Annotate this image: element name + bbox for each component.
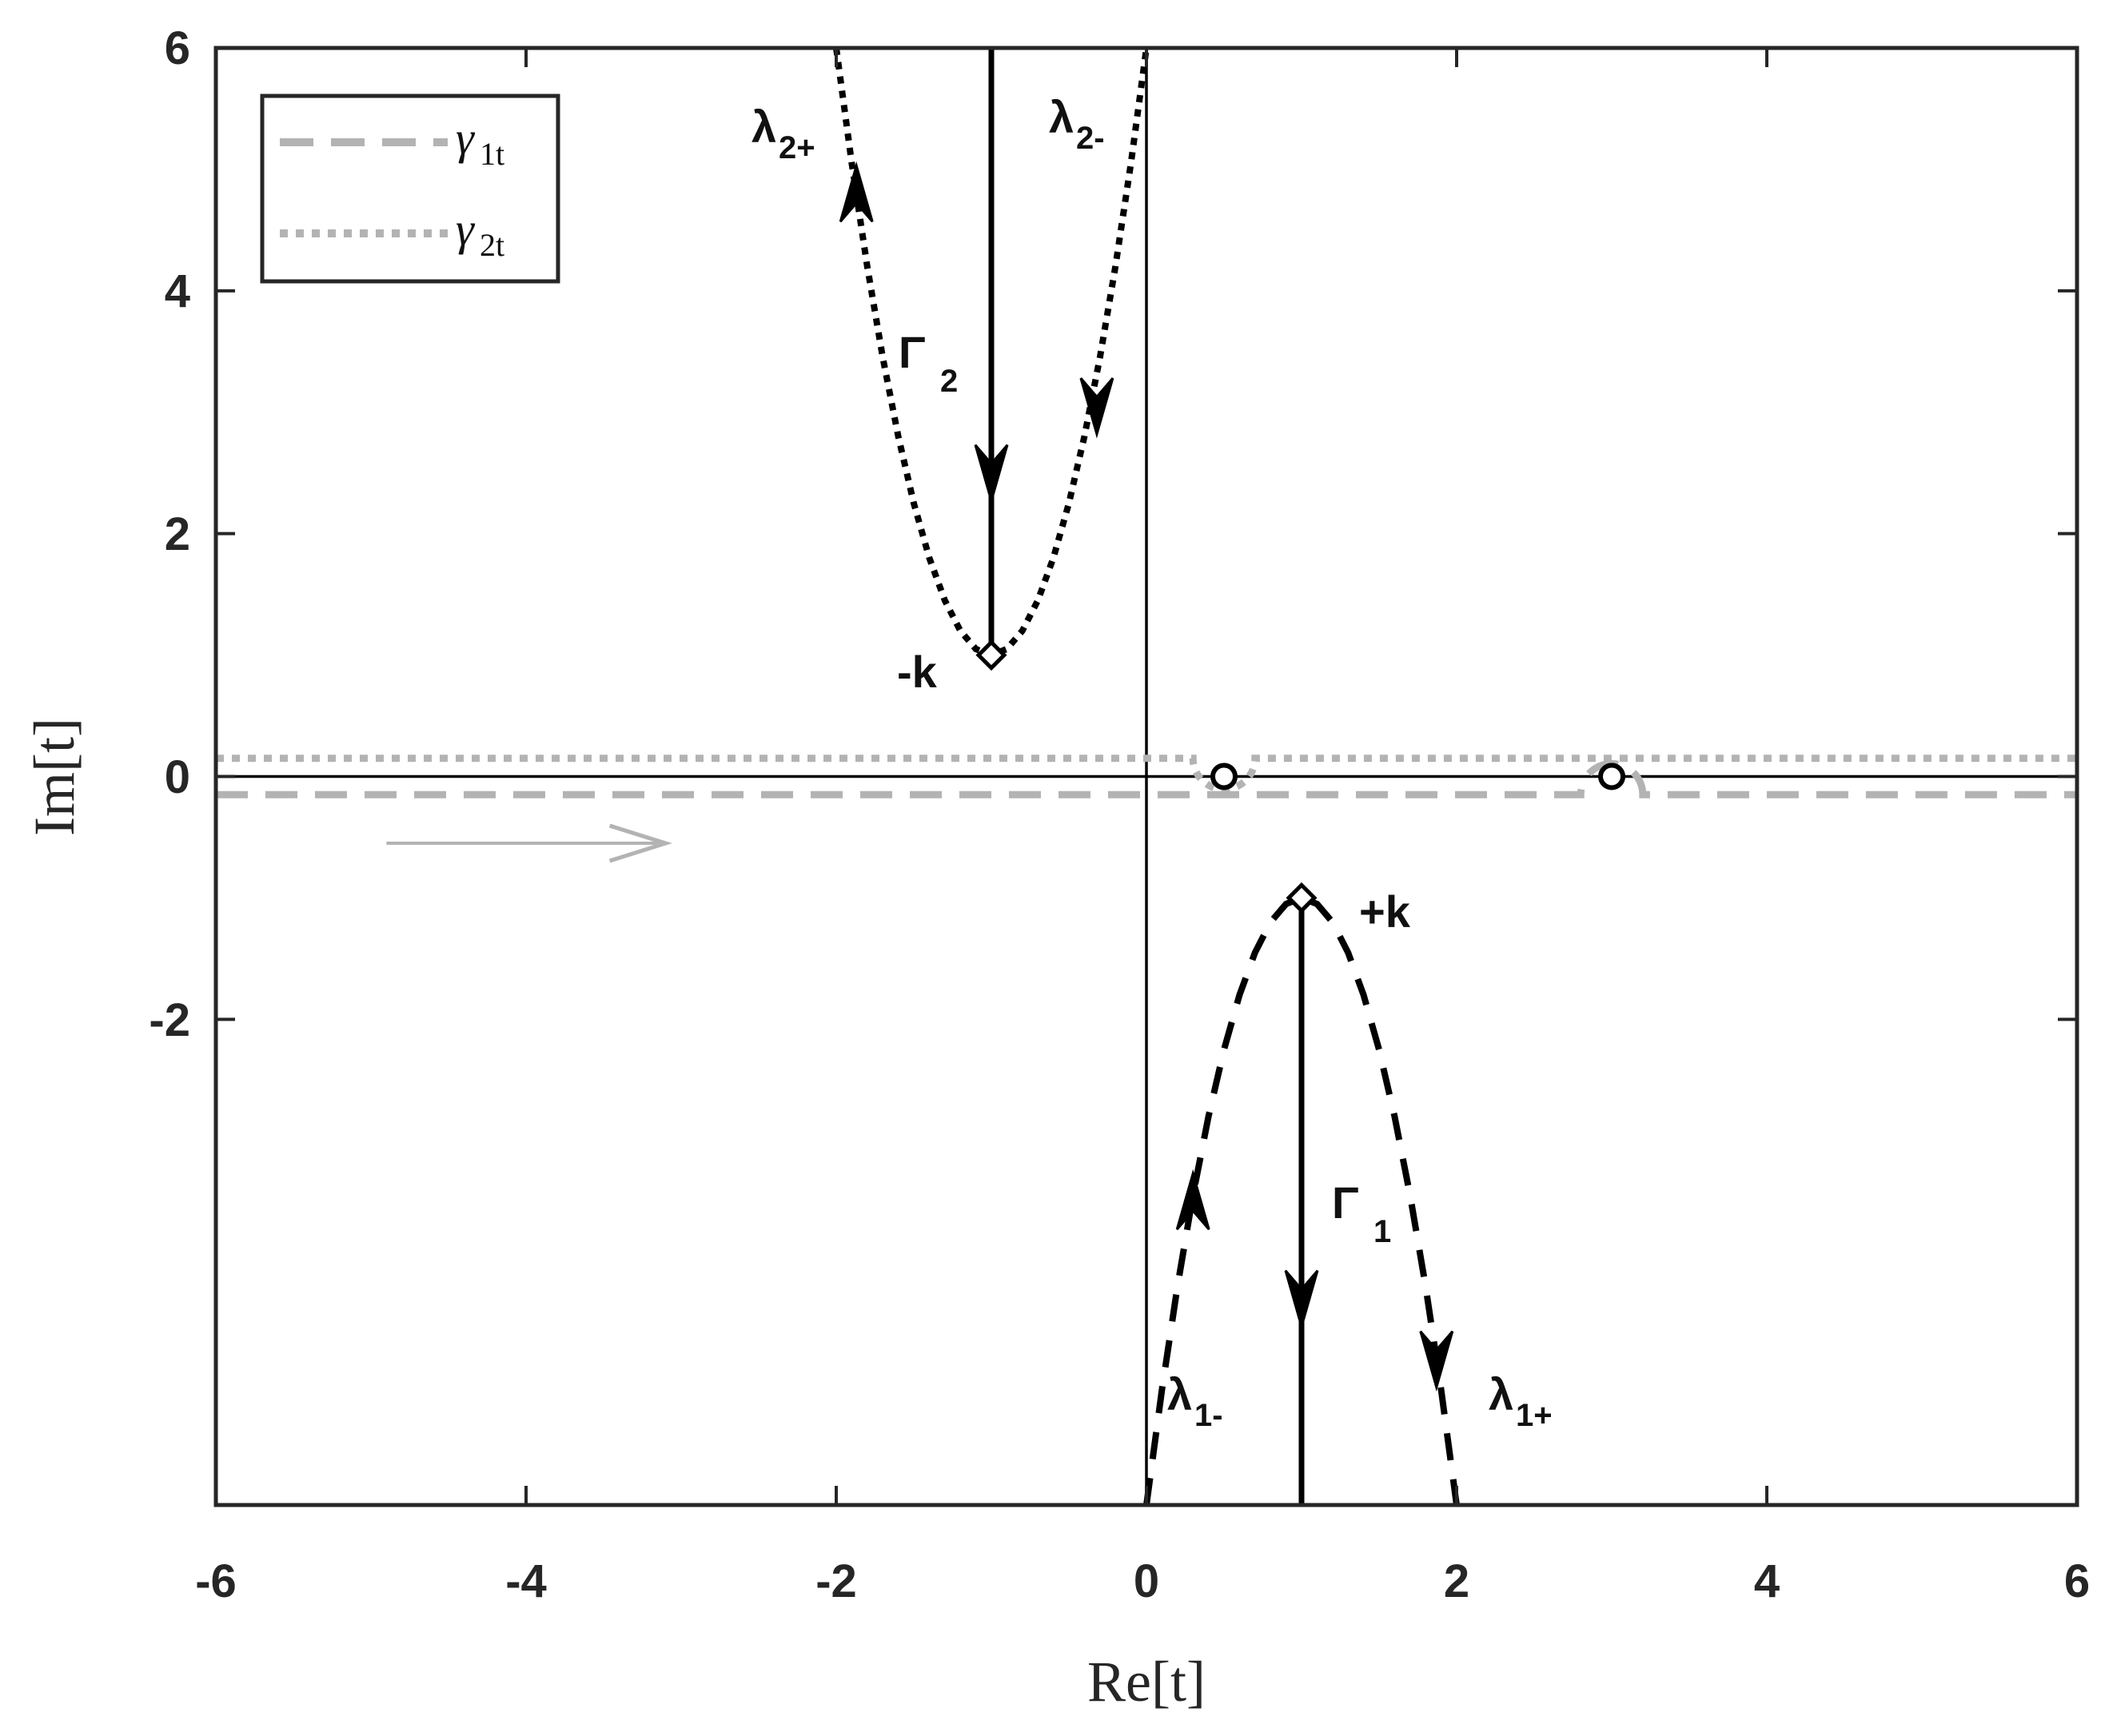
arrowhead-lambda1minus-arrow	[1175, 1169, 1210, 1231]
legend-label-gamma2t-sub: 2t	[480, 227, 504, 263]
lambda1-plus-label: λ 1+	[1489, 1369, 1553, 1433]
x-axis-label: Re[t]	[1087, 1650, 1206, 1714]
minus-k-label: -k	[897, 647, 938, 697]
gamma1-main: Γ	[1332, 1177, 1359, 1228]
lambda1-minus-sub: 1-	[1194, 1398, 1223, 1433]
series-lambda1	[1143, 894, 1460, 1505]
legend-label-gamma1t-main: γ	[456, 112, 476, 164]
y-tick-label: 2	[165, 508, 190, 560]
gamma2-label: Γ 2	[899, 327, 958, 399]
lambda2-plus-main: λ	[752, 102, 776, 152]
y-tick-labels: 6 4 2 0 -2	[149, 22, 190, 1046]
x-tick-label: -4	[505, 1555, 547, 1607]
annotations: -k +k λ 2+ λ 2- λ 1- λ 1+ Γ 2	[752, 92, 1553, 1433]
lambda1-minus-label: λ 1-	[1167, 1369, 1223, 1433]
y-tick-label: -2	[149, 994, 190, 1046]
arrows-layer	[386, 161, 1454, 1392]
point-pole-a	[1210, 762, 1238, 790]
x-tick-label: -6	[195, 1555, 237, 1607]
legend-label-gamma1t-sub: 1t	[480, 136, 504, 172]
points-layer	[975, 639, 1625, 914]
lambda2-plus-sub: 2+	[779, 130, 815, 165]
y-tick-label: 4	[165, 265, 190, 317]
contour-direction-arrow-head	[608, 823, 672, 863]
legend-box	[260, 94, 560, 284]
arrowhead-lambda1plus-arrow	[1419, 1330, 1454, 1392]
lambda1-plus-sub: 1+	[1516, 1398, 1553, 1433]
gamma2-sub: 2	[940, 364, 958, 399]
x-tick-label: 4	[1754, 1555, 1780, 1607]
lambda2-minus-sub: 2-	[1076, 121, 1105, 156]
y-tick-label: 6	[165, 22, 190, 74]
legend-label-gamma2t-main: γ	[456, 203, 476, 255]
y-tick-label: 0	[165, 751, 190, 803]
lambda1-plus-main: λ	[1489, 1369, 1513, 1419]
lambda2-minus-main: λ	[1049, 92, 1074, 142]
y-axis-label: Im[t]	[22, 718, 86, 836]
point-minus-k	[975, 639, 1007, 671]
gamma1-label: Γ 1	[1332, 1177, 1391, 1249]
arrowhead-lambda2plus-arrow	[839, 161, 874, 223]
gamma1-sub: 1	[1373, 1214, 1391, 1249]
x-tick-label: 6	[2064, 1555, 2090, 1607]
gamma2-main: Γ	[899, 327, 926, 377]
ticks-layer	[214, 46, 2079, 1505]
lambda2-minus-label: λ 2-	[1049, 92, 1105, 156]
axes-lines	[216, 48, 2077, 1505]
x-tick-labels: -6 -4 -2 0 2 4 6	[195, 1555, 2090, 1607]
arrowhead-lambda2minus-arrow	[1079, 377, 1114, 439]
arrowhead-gamma2-arrow	[974, 444, 1009, 506]
x-tick-label: -2	[815, 1555, 857, 1607]
arrowhead-gamma1-arrow	[1284, 1269, 1319, 1332]
plus-k-label: +k	[1359, 886, 1411, 937]
point-pole-b	[1598, 762, 1625, 790]
lambda2-plus-label: λ 2+	[752, 102, 815, 165]
legend: γ 1t γ 2t	[260, 94, 560, 284]
point-plus-k	[1286, 882, 1318, 914]
x-tick-label: 0	[1134, 1555, 1159, 1607]
x-tick-label: 2	[1444, 1555, 1469, 1607]
lambda1-minus-main: λ	[1167, 1369, 1192, 1419]
